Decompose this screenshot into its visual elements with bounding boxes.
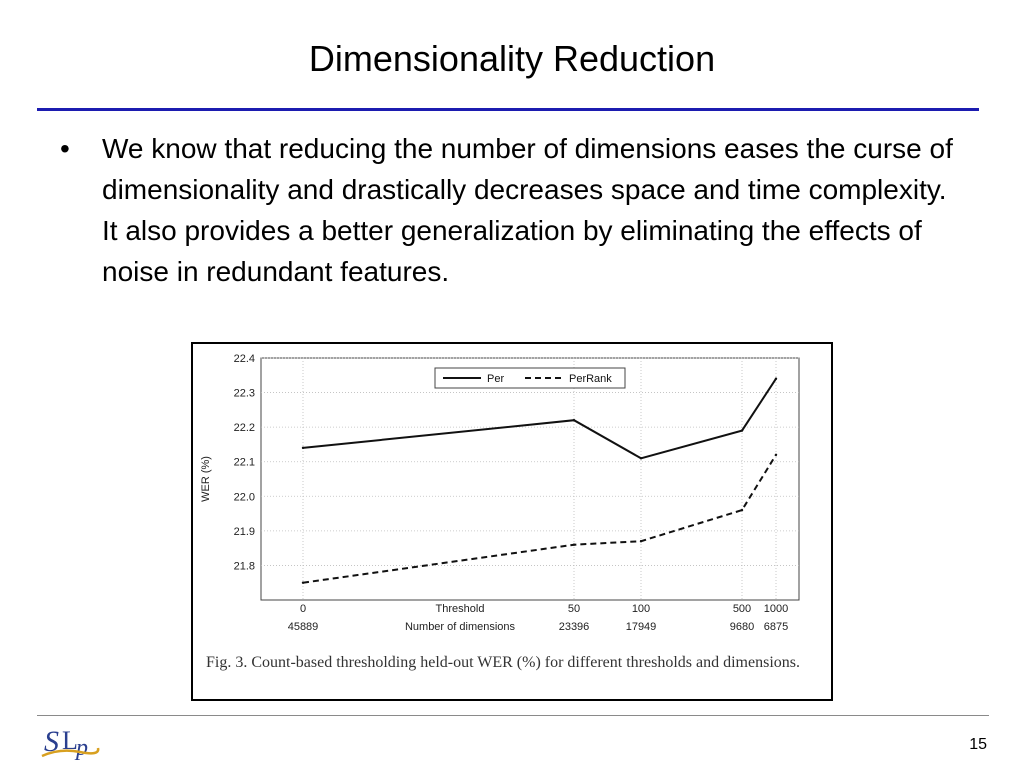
legend-label-perrank: PerRank <box>569 373 612 385</box>
y-tick-label: 22.4 <box>234 353 255 365</box>
x-tick-label-dimensions: 23396 <box>559 621 590 633</box>
x-tick-label-dimensions: 45889 <box>288 621 319 633</box>
svg-text:S: S <box>44 725 59 758</box>
figure-panel: 22.4 22.3 22.2 22.1 22.0 21.9 21.8 WER (%) 0 50 10… <box>191 342 833 701</box>
data-point-perrank <box>774 453 778 456</box>
x-tick-label-dimensions: 6875 <box>764 621 788 633</box>
bullet-text: We know that reducing the number of dime… <box>102 133 953 287</box>
data-point-perrank <box>301 581 305 584</box>
data-point-perrank <box>572 543 576 546</box>
y-tick-label: 21.8 <box>234 560 255 572</box>
x-tick-label-threshold: 500 <box>733 603 751 615</box>
title-divider <box>37 108 979 111</box>
data-point-per <box>639 457 643 460</box>
y-tick-label: 22.0 <box>234 491 255 503</box>
data-point-per <box>572 419 576 422</box>
x-tick-label-dimensions: 9680 <box>730 621 754 633</box>
data-point-perrank <box>639 540 643 543</box>
x-tick-label-dimensions: 17949 <box>626 621 657 633</box>
bullet-marker: • <box>60 133 70 164</box>
data-point-per <box>740 429 744 432</box>
legend-label-per: Per <box>487 373 504 385</box>
x-tick-label-threshold: 100 <box>632 603 650 615</box>
slp-logo: S L p <box>41 725 100 761</box>
y-tick-label: 22.1 <box>234 457 255 469</box>
data-point-perrank <box>740 508 744 512</box>
slide-title: Dimensionality Reduction <box>308 38 716 79</box>
page-number: 15 <box>969 736 987 753</box>
footer-divider <box>37 715 989 716</box>
x-tick-label-threshold: 1000 <box>764 603 788 615</box>
x-axis-label-dimensions: Number of dimensions <box>405 621 516 633</box>
y-tick-label: 22.3 <box>234 388 255 400</box>
x-tick-label-threshold: 0 <box>300 603 306 615</box>
wer-line-chart: 22.4 22.3 22.2 22.1 22.0 21.9 21.8 WER (%) 0 50 10… <box>200 353 800 633</box>
x-axis-label-threshold: Threshold <box>436 603 485 615</box>
x-tick-label-threshold: 50 <box>568 603 580 615</box>
svg-text:p: p <box>74 735 88 761</box>
y-tick-label: 21.9 <box>234 526 255 538</box>
y-tick-label: 22.2 <box>234 422 255 434</box>
data-point-per <box>774 377 778 380</box>
bullet-point: • We know that reducing the number of di… <box>60 128 960 292</box>
data-point-per <box>301 446 305 450</box>
svg-text:L: L <box>62 726 78 755</box>
figure-caption: Fig. 3. Count-based thresholding held-ou… <box>206 654 800 671</box>
y-axis-label: WER (%) <box>200 456 212 502</box>
plot-frame <box>260 357 800 601</box>
